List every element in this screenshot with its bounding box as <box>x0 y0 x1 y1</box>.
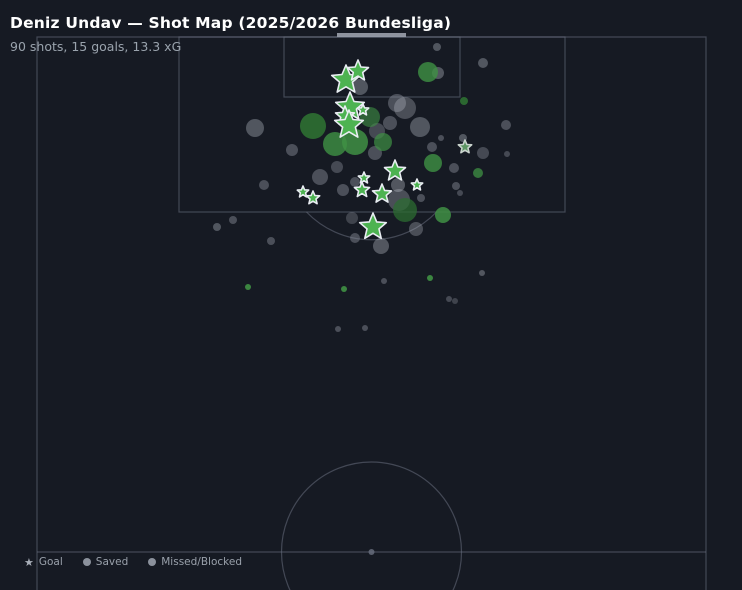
goal-star-marker <box>305 190 321 205</box>
goal-star-marker <box>383 159 407 181</box>
missed-shot-marker <box>449 163 459 173</box>
missed-shot-marker <box>501 120 511 130</box>
missed-shot-marker <box>381 278 387 284</box>
legend: ★ Goal Saved Missed/Blocked <box>24 556 242 568</box>
missed-shot-marker <box>452 182 460 190</box>
legend-item-saved: Saved <box>82 556 129 568</box>
goal-star-marker <box>356 103 370 116</box>
missed-shot-marker <box>362 325 368 331</box>
missed-shot-marker <box>427 142 437 152</box>
missed-shot-marker <box>346 212 358 224</box>
missed-shot-marker <box>373 238 389 254</box>
missed-shot-marker <box>350 177 360 187</box>
missed-shot-marker <box>417 194 425 202</box>
missed-shot-marker <box>352 79 368 95</box>
missed-dot-icon <box>148 558 157 566</box>
missed-shot-marker <box>504 151 510 157</box>
goal-star-marker <box>371 183 393 203</box>
missed-shot-marker <box>267 237 275 245</box>
center-spot <box>368 549 375 555</box>
goal-star-marker <box>457 139 473 154</box>
saved-shot-marker <box>460 97 468 105</box>
goal-star-marker <box>357 171 371 184</box>
saved-shot-marker <box>341 286 347 292</box>
missed-shot-marker <box>229 216 237 224</box>
legend-label-missed: Missed/Blocked <box>161 556 242 568</box>
missed-shot-marker <box>438 135 444 141</box>
saved-shot-marker <box>245 284 251 290</box>
saved-shot-marker <box>300 113 326 139</box>
saved-dot-icon <box>82 558 91 566</box>
legend-label-saved: Saved <box>95 556 129 568</box>
missed-shot-marker <box>457 190 463 196</box>
saved-shot-marker <box>424 154 442 172</box>
missed-shot-marker <box>350 233 360 243</box>
chart-subtitle: 90 shots, 15 goals, 13.3 xG <box>10 39 182 54</box>
legend-item-missed: Missed/Blocked <box>148 556 242 568</box>
missed-shot-marker <box>478 58 488 68</box>
missed-shot-marker <box>446 296 452 302</box>
center-circle <box>280 461 463 590</box>
saved-shot-marker <box>435 207 451 223</box>
goal-star-marker <box>410 178 424 191</box>
saved-shot-marker <box>473 168 483 178</box>
missed-shot-marker <box>477 147 489 159</box>
missed-shot-marker <box>391 178 405 192</box>
saved-shot-marker <box>374 133 392 151</box>
missed-shot-marker <box>335 326 341 332</box>
missed-shot-marker <box>312 169 328 185</box>
penalty-arc <box>306 211 437 241</box>
missed-shot-marker <box>213 223 221 231</box>
goal-star-marker <box>358 212 388 240</box>
missed-shot-marker <box>337 184 349 196</box>
missed-shot-marker <box>479 270 485 276</box>
missed-shot-marker <box>409 222 423 236</box>
saved-shot-marker <box>427 275 433 281</box>
goal-star-marker <box>353 181 371 198</box>
legend-item-goal: ★ Goal <box>24 556 63 568</box>
saved-shot-marker <box>323 132 347 156</box>
missed-shot-marker <box>246 119 264 137</box>
saved-shot-marker <box>418 62 438 82</box>
missed-shot-marker <box>394 97 416 119</box>
goal-star-marker <box>333 109 365 138</box>
chart-title: Deniz Undav — Shot Map (2025/2026 Bundes… <box>10 14 452 32</box>
missed-shot-marker <box>383 116 397 130</box>
missed-shot-marker <box>286 144 298 156</box>
goal-star-marker <box>346 59 370 81</box>
missed-shot-marker <box>259 180 269 190</box>
missed-shot-marker <box>452 298 458 304</box>
missed-shot-marker <box>331 161 343 173</box>
missed-shot-marker <box>388 94 406 112</box>
missed-shot-marker <box>410 117 430 137</box>
goal-star-icon: ★ <box>24 555 34 569</box>
goal-star-marker <box>296 185 310 198</box>
saved-shot-marker <box>393 198 417 222</box>
legend-label-goal: Goal <box>38 556 63 568</box>
saved-shot-marker <box>342 129 368 155</box>
missed-shot-marker <box>433 43 441 51</box>
